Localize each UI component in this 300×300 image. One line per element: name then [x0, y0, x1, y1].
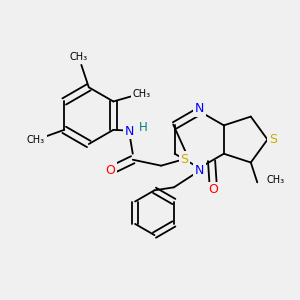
Text: CH₃: CH₃: [69, 52, 87, 62]
Text: S: S: [180, 153, 188, 166]
Text: O: O: [105, 164, 115, 177]
Text: N: N: [125, 125, 134, 138]
Text: H: H: [139, 121, 148, 134]
Text: N: N: [195, 164, 204, 177]
Text: N: N: [195, 102, 204, 115]
Text: O: O: [208, 183, 218, 196]
Text: S: S: [269, 133, 277, 146]
Text: CH₃: CH₃: [27, 135, 45, 145]
Text: CH₃: CH₃: [266, 175, 284, 185]
Text: CH₃: CH₃: [133, 89, 151, 99]
